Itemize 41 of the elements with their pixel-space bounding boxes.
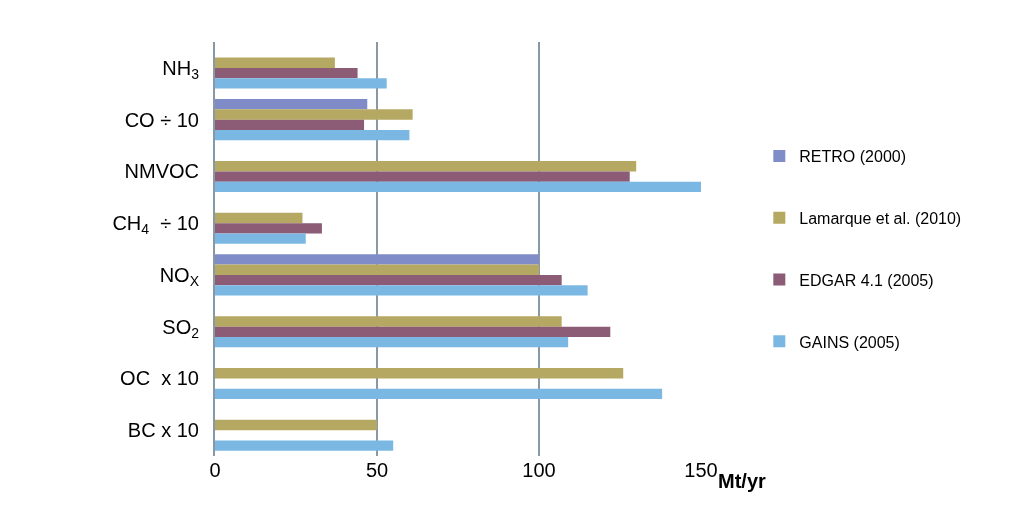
bar	[215, 326, 611, 337]
x-tick-label: 50	[365, 459, 389, 481]
bar	[215, 368, 624, 379]
legend-label: RETRO (2000)	[799, 148, 907, 166]
bar	[215, 161, 637, 172]
y-tick-label: CH$_{4}$ ÷ 10	[112, 212, 199, 238]
y-tick-label: NH$_{3}$	[162, 56, 200, 83]
bar	[215, 67, 358, 79]
bar	[215, 171, 630, 182]
legend-label: Lamarque et al. (2010)	[799, 209, 962, 227]
y-tick-label: SO$_{2}$	[162, 315, 200, 341]
bar	[215, 285, 588, 296]
y-tick-label: NO$_{X}$	[159, 263, 200, 290]
x-tick-label: 150	[684, 459, 718, 481]
bar	[215, 233, 306, 244]
legend-label: EDGAR 4.1 (2005)	[799, 271, 934, 289]
x-tick-label: 100	[522, 459, 556, 481]
y-tick-label: CO ÷ 10	[124, 108, 199, 131]
bar	[215, 78, 387, 89]
x-axis-title: Mt/yr	[718, 470, 766, 492]
bar	[215, 440, 394, 451]
bar	[215, 57, 335, 68]
bar	[215, 223, 322, 234]
bar	[215, 388, 663, 400]
y-tick-label: BC x 10	[127, 419, 199, 442]
y-tick-label: OC x 10	[120, 367, 199, 390]
bar	[215, 419, 377, 431]
bar	[215, 274, 562, 286]
x-tick-label: 0	[209, 459, 221, 481]
bar	[215, 129, 410, 141]
bar	[215, 109, 413, 120]
bar	[215, 336, 569, 348]
y-tick-label: NMVOC	[124, 160, 199, 183]
bar	[215, 316, 562, 327]
bar	[215, 98, 368, 110]
bar	[215, 212, 303, 224]
bar	[215, 264, 539, 275]
bar	[215, 254, 539, 265]
bar	[215, 119, 365, 130]
bar	[215, 181, 701, 193]
legend-label: GAINS (2005)	[799, 333, 900, 351]
